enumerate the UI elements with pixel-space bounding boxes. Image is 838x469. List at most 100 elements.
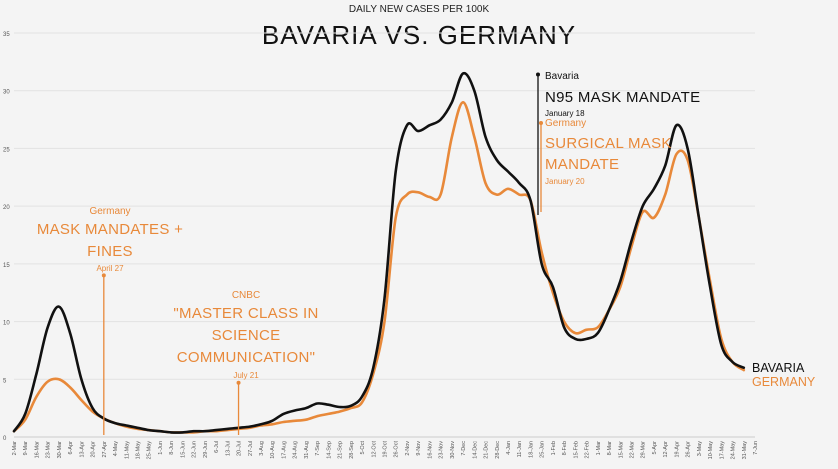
y-tick-label: 35: [3, 32, 10, 38]
annotation-marker-dot: [236, 380, 241, 385]
annotation-label: MANDATE: [545, 156, 619, 173]
x-tick-label: 30-Nov: [450, 441, 456, 459]
y-tick-label: 10: [3, 321, 10, 327]
x-tick-label: 14-Dec: [472, 441, 478, 459]
x-tick-label: 3-Aug: [259, 441, 265, 456]
annotation-marker-dot: [539, 121, 543, 126]
x-tick-label: 24-Aug: [293, 441, 299, 459]
annotation-date: January 20: [545, 177, 585, 186]
y-tick-label: 30: [3, 90, 10, 96]
x-tick-label: 19-Apr: [674, 441, 680, 458]
x-tick-label: 4-Jan: [506, 441, 512, 455]
x-tick-label: 9-Mar: [23, 441, 29, 456]
x-tick-label: 15-Feb: [573, 441, 579, 458]
x-tick-label: 26-Oct: [394, 441, 400, 458]
x-tick-label: 12-Apr: [663, 441, 669, 458]
chart-subtitle: DAILY NEW CASES PER 100K: [349, 4, 490, 15]
annotation-source: Bavaria: [545, 71, 579, 82]
x-tick-label: 22-Mar: [630, 441, 636, 459]
y-tick-label: 15: [3, 263, 10, 269]
x-tick-label: 18-May: [136, 441, 142, 460]
x-tick-label: 2-Mar: [12, 441, 18, 456]
x-tick-label: 4-May: [113, 441, 119, 457]
x-tick-label: 31-Aug: [304, 441, 310, 459]
x-tick-label: 17-May: [719, 441, 725, 460]
annotation-jan18: Bavaria N95 MASK MANDATE January 18: [536, 71, 700, 215]
annotation-source: CNBC: [232, 290, 260, 301]
annotation-label: SCIENCE: [212, 327, 281, 344]
x-tick-label: 7-Jun: [753, 441, 759, 455]
x-tick-label: 25-Jan: [540, 441, 546, 458]
y-tick-label: 20: [3, 205, 10, 211]
x-tick-label: 8-Feb: [562, 441, 568, 455]
x-tick-label: 11-Jan: [517, 441, 523, 457]
x-tick-label: 8-Jun: [169, 441, 175, 455]
annotation-label: SURGICAL MASK: [545, 135, 672, 152]
x-tick-label: 9-Nov: [416, 441, 422, 456]
x-tick-label: 16-Mar: [34, 441, 40, 459]
annotation-date: January 18: [545, 109, 585, 118]
x-tick-label: 23-Mar: [46, 441, 52, 459]
x-tick-label: 22-Feb: [585, 441, 591, 458]
annotation-label: "MASTER CLASS IN: [173, 305, 318, 322]
y-axis-ticks: 0 5 10 15 20 25 30 35: [3, 32, 10, 442]
x-tick-label: 15-Mar: [618, 441, 624, 459]
x-tick-label: 13-Jul: [225, 441, 231, 456]
x-tick-label: 25-May: [147, 441, 153, 460]
x-tick-label: 11-May: [124, 441, 130, 459]
y-tick-label: 5: [3, 378, 7, 384]
x-tick-label: 16-Nov: [427, 441, 433, 459]
x-tick-label: 24-May: [731, 441, 737, 460]
annotation-date: July 21: [233, 371, 259, 380]
x-tick-label: 18-Jan: [528, 441, 534, 458]
annotation-label: COMMUNICATION": [177, 349, 315, 366]
x-tick-label: 21-Dec: [484, 441, 490, 459]
x-tick-label: 28-Sep: [349, 441, 355, 459]
x-tick-label: 7-Dec: [461, 441, 467, 456]
x-tick-label: 29-Jun: [203, 441, 209, 458]
x-tick-label: 21-Sep: [338, 441, 344, 459]
x-tick-label: 1-Jun: [158, 441, 164, 455]
annotations: Germany MASK MANDATES + FINES April 27 CNBC "…: [37, 71, 700, 435]
annotation-jan20: Germany SURGICAL MASK MANDATE January 20: [539, 118, 672, 212]
annotation-source: Germany: [89, 206, 130, 217]
chart-title: BAVARIA VS. GERMANY: [262, 20, 576, 50]
annotation-source: Germany: [545, 118, 586, 129]
x-tick-label: 5-Oct: [360, 441, 366, 455]
x-tick-label: 10-May: [708, 441, 714, 460]
x-tick-label: 23-Nov: [439, 441, 445, 459]
x-tick-label: 1-Mar: [596, 441, 602, 456]
x-tick-label: 28-Dec: [495, 441, 501, 459]
x-tick-label: 29-Mar: [641, 441, 647, 459]
x-tick-label: 3-May: [697, 441, 703, 457]
annotation-marker-dot: [101, 273, 106, 278]
annotation-label: MASK MANDATES +: [37, 221, 183, 238]
x-tick-label: 20-Apr: [91, 441, 97, 458]
x-tick-label: 30-Mar: [57, 441, 63, 459]
x-tick-label: 26-Apr: [686, 441, 692, 458]
annotation-date: April 27: [96, 264, 124, 273]
x-tick-label: 27-Apr: [102, 441, 108, 458]
x-tick-label: 13-Apr: [79, 441, 85, 458]
annotation-july21: CNBC "MASTER CLASS IN SCIENCE COMMUNICATION…: [173, 290, 318, 435]
x-tick-label: 6-Jul: [214, 441, 220, 453]
x-tick-label: 19-Oct: [383, 441, 389, 458]
x-tick-label: 20-Jul: [237, 441, 243, 456]
y-tick-label: 25: [3, 147, 10, 153]
x-tick-label: 6-Apr: [68, 441, 74, 455]
x-tick-label: 15-Jun: [180, 441, 186, 458]
x-axis-ticks: 2-Mar 9-Mar 16-Mar 23-Mar 30-Mar 6-Apr 13-Apr 2…: [12, 441, 759, 460]
annotation-label: FINES: [87, 243, 133, 260]
x-tick-label: 10-Aug: [270, 441, 276, 459]
legend-label-bavaria: BAVARIA: [752, 361, 805, 375]
series-lines: [12, 71, 746, 434]
x-tick-label: 14-Sep: [326, 441, 332, 459]
x-tick-label: 2-Nov: [405, 441, 411, 456]
x-tick-label: 8-Mar: [607, 441, 613, 456]
x-tick-label: 31-May: [742, 441, 748, 460]
y-tick-label: 0: [3, 436, 7, 442]
x-tick-label: 27-Jul: [248, 441, 254, 456]
